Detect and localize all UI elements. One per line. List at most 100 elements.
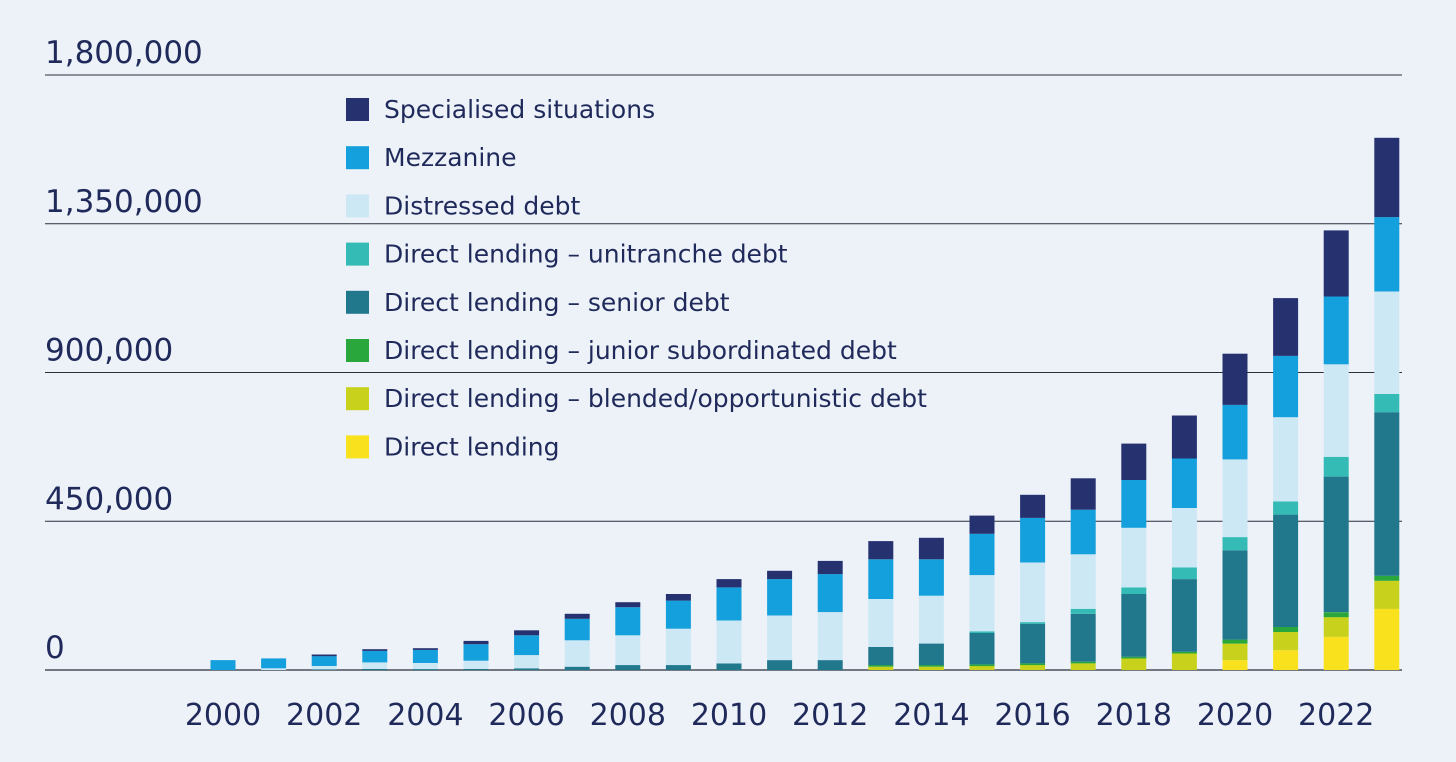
bar-stack-2023 xyxy=(1374,137,1400,670)
legend-item: Specialised situations xyxy=(346,95,655,124)
bar-segment xyxy=(1070,608,1096,614)
bar-segment xyxy=(1171,653,1197,670)
bar-segment xyxy=(665,594,691,601)
bar-segment xyxy=(1121,587,1147,594)
y-axis-tick-labels: 0 450,000 900,000 1,350,000 1,800,000 xyxy=(45,35,203,666)
bar-segment xyxy=(261,658,287,669)
bar-segment xyxy=(463,669,489,670)
bar-segment xyxy=(412,669,438,670)
y-tick-label: 900,000 xyxy=(45,333,173,369)
bar-stack-2002 xyxy=(311,654,337,670)
bar-segment xyxy=(918,595,944,644)
legend-item: Distressed debt xyxy=(346,191,580,220)
bar-stack-2016 xyxy=(1020,494,1046,670)
bar-segment xyxy=(1273,514,1299,627)
bar-segment xyxy=(1121,443,1147,480)
bar-segment xyxy=(564,613,590,619)
bar-segment xyxy=(1020,623,1046,664)
bar-segment xyxy=(463,640,489,645)
x-tick-label: 2018 xyxy=(1096,698,1172,733)
bar-segment xyxy=(1020,562,1046,623)
bar-stack-2005 xyxy=(463,640,489,670)
bar-segment xyxy=(1070,554,1096,609)
bar-segment xyxy=(412,663,438,670)
bar-stack-2012 xyxy=(817,560,843,670)
bar-segment xyxy=(918,559,944,596)
bar-segment xyxy=(1222,537,1248,551)
bar-segment xyxy=(1273,627,1299,632)
bar-segment xyxy=(665,628,691,666)
bar-segment xyxy=(1222,643,1248,661)
legend-item: Direct lending xyxy=(346,432,560,461)
bar-segment xyxy=(1323,612,1349,618)
bar-segment xyxy=(311,654,337,657)
bar-segment xyxy=(665,665,691,670)
bar-segment xyxy=(615,607,641,636)
bar-segment xyxy=(1374,137,1400,218)
bar-segment xyxy=(1171,651,1197,654)
bar-segment xyxy=(514,668,540,670)
x-tick-label: 2000 xyxy=(185,698,261,733)
bar-segment xyxy=(514,655,540,669)
bar-stack-2010 xyxy=(716,579,742,670)
bar-stack-2015 xyxy=(969,515,995,670)
legend-swatch xyxy=(346,290,369,314)
bar-segment xyxy=(1171,579,1197,652)
bar-segment xyxy=(868,541,894,560)
x-tick-label: 2004 xyxy=(387,698,463,733)
bar-segment xyxy=(1374,608,1400,670)
bar-stack-2021 xyxy=(1273,298,1299,670)
bar-segment xyxy=(1273,417,1299,502)
legend-item: Mezzanine xyxy=(346,143,517,172)
bar-segment xyxy=(1222,404,1248,460)
legend-item: Direct lending – junior subordinated deb… xyxy=(346,336,897,365)
bar-segment xyxy=(1070,613,1096,662)
bar-segment xyxy=(1020,517,1046,563)
x-tick-label: 2022 xyxy=(1298,698,1374,733)
bar-segment xyxy=(1121,658,1147,670)
bar-segment xyxy=(817,560,843,575)
bar-segment xyxy=(311,666,337,670)
bar-segment xyxy=(1070,661,1096,664)
bar-segment xyxy=(868,666,894,670)
legend-label: Distressed debt xyxy=(384,191,580,220)
bar-segment xyxy=(1323,230,1349,297)
bar-segment xyxy=(665,600,691,629)
legend-swatch xyxy=(346,242,369,266)
bar-segment xyxy=(969,631,995,633)
bar-segment xyxy=(1222,639,1248,644)
y-tick-label: 450,000 xyxy=(45,481,173,517)
bar-segment xyxy=(1020,663,1046,666)
bar-stack-2020 xyxy=(1222,353,1248,670)
bar-stack-2011 xyxy=(767,570,793,670)
bar-segment xyxy=(1374,394,1400,413)
legend-swatch xyxy=(346,387,369,411)
bar-segment xyxy=(1070,478,1096,510)
bar-segment xyxy=(1374,575,1400,581)
bar-segment xyxy=(311,656,337,666)
bar-segment xyxy=(716,587,742,621)
bar-segment xyxy=(918,666,944,670)
bar-segment xyxy=(1222,353,1248,405)
bar-stack-2003 xyxy=(362,649,388,670)
bar-segment xyxy=(1323,636,1349,670)
bar-segment xyxy=(564,618,590,641)
bar-segment xyxy=(868,598,894,647)
bar-segment xyxy=(969,664,995,667)
bar-segment xyxy=(1121,527,1147,588)
legend-swatch xyxy=(346,146,369,170)
bar-segment xyxy=(514,630,540,636)
x-tick-label: 2016 xyxy=(994,698,1070,733)
bar-segment xyxy=(868,646,894,666)
bar-segment xyxy=(412,649,438,663)
bar-segment xyxy=(463,644,489,661)
bar-stack-2019 xyxy=(1171,415,1197,670)
bar-segment xyxy=(1171,567,1197,580)
y-tick-label: 0 xyxy=(45,630,65,666)
bar-segment xyxy=(1323,476,1349,613)
bar-segment xyxy=(716,663,742,670)
bar-segment xyxy=(969,533,995,576)
legend-label: Direct lending – junior subordinated deb… xyxy=(384,336,897,365)
bar-segment xyxy=(1273,632,1299,651)
x-tick-label: 2020 xyxy=(1197,698,1273,733)
